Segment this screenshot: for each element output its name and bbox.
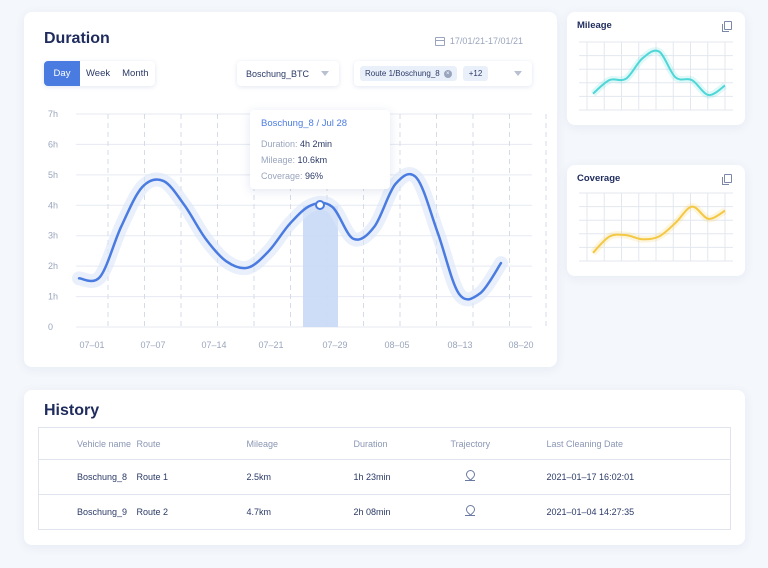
map-pin-icon[interactable] [464,470,475,482]
mileage-cell: 2.5km [246,459,354,495]
y-tick-label: 3h [48,231,58,241]
period-toggle: Day Week Month [44,61,155,86]
date-range-text: 17/01/21-17/01/21 [449,36,523,46]
chevron-down-icon [514,71,522,76]
mileage-sparkline [579,41,733,111]
duration-cell: 2h 08min [353,494,451,530]
route-cell: Route 1 [136,459,247,495]
highlight-band [303,206,338,327]
tooltip-row-mileage: Mileage: 10.6km [261,155,379,165]
trajectory-cell [450,494,547,530]
duration-card: Duration 17/01/21-17/01/21 Day Week Mont… [24,12,557,367]
date-range-picker[interactable]: 17/01/21-17/01/21 [434,36,523,46]
x-tick-label: 07–01 [79,340,104,350]
calendar-icon [434,36,445,46]
chevron-down-icon [321,71,329,76]
column-header: Mileage [246,427,354,460]
route-chip-label: Route 1/Boschung_8 [365,69,440,78]
y-tick-label: 4h [48,200,58,210]
route-select[interactable]: Route 1/Boschung_8 × +12 [354,61,532,86]
chip-remove-icon[interactable]: × [443,69,452,78]
highlight-point [315,200,325,210]
series-line [592,49,726,97]
table-header-row: Vehicle name Route Mileage Duration Traj… [38,427,731,460]
route-chip[interactable]: Route 1/Boschung_8 × [360,66,457,81]
y-tick-label: 6h [48,139,58,149]
x-tick-label: 07–29 [322,340,347,350]
tooltip-key: Duration: [261,139,298,149]
x-tick-label: 07–07 [140,340,165,350]
trajectory-cell [450,459,547,495]
vehicle-select-value: Boschung_BTC [246,68,310,79]
coverage-title: Coverage [577,173,621,184]
tooltip-value: 96% [305,171,324,181]
y-tick-label: 2h [48,261,58,271]
duration-title: Duration [44,30,110,47]
line-glow [590,203,727,256]
duration-series-line [77,172,503,301]
vehicle-select[interactable]: Boschung_BTC [237,61,339,86]
line-glow [590,47,728,99]
copy-icon[interactable] [722,21,732,32]
route-cell: Route 2 [136,494,247,530]
mileage-title: Mileage [577,20,612,31]
tooltip-title: Boschung_8 / Jul 28 [261,118,348,129]
mileage-cell: 4.7km [246,494,354,530]
tooltip-key: Coverage: [261,171,303,181]
x-tick-label: 07–14 [201,340,226,350]
tooltip-value: 4h 2min [300,139,333,149]
tab-month[interactable]: Month [122,68,149,79]
date-cell: 2021–01–17 16:02:01 [546,459,731,495]
tab-week[interactable]: Week [86,68,111,79]
y-tick-label: 0 [48,322,53,332]
history-card: History Vehicle name Route Mileage Durat… [24,390,745,545]
date-cell: 2021–01–04 14:27:35 [546,494,731,530]
vehicle-cell: Boschung_9 [38,494,137,530]
column-header: Last Cleaning Date [546,427,731,460]
tooltip-key: Mileage: [261,155,296,165]
tooltip-row-duration: Duration: 4h 2min [261,139,379,149]
history-title: History [44,402,100,419]
mileage-card: Mileage [567,12,745,125]
column-header: Vehicle name [38,427,137,460]
duration-cell: 1h 23min [353,459,451,495]
x-tick-label: 07–21 [258,340,283,350]
x-tick-label: 08–20 [508,340,533,350]
y-tick-label: 7h [48,109,58,119]
table-row[interactable]: Boschung_9 Route 2 4.7km 2h 08min 2021–0… [38,494,731,530]
column-header: Trajectory [450,427,547,460]
copy-icon[interactable] [722,174,732,185]
x-tick-label: 08–05 [384,340,409,350]
coverage-card: Coverage [567,165,745,276]
map-pin-icon[interactable] [464,505,475,517]
chart-tooltip: Boschung_8 / Jul 28 Duration: 4h 2min Mi… [250,110,390,189]
x-tick-label: 08–13 [447,340,472,350]
series-line [592,205,726,254]
tab-day[interactable]: Day [44,61,80,86]
table-row[interactable]: Boschung_8 Route 1 2.5km 1h 23min 2021–0… [38,459,731,495]
duration-line-chart: 7h 6h 5h 4h 3h 2h 1h 0 07–01 07–07 07–14 07–21 07–29… [48,109,547,350]
tooltip-row-coverage: Coverage: 96% [261,171,379,181]
route-more-chip: +12 [462,66,489,81]
coverage-sparkline [579,192,733,262]
y-tick-label: 5h [48,170,58,180]
y-tick-label: 1h [48,292,58,302]
history-table: Vehicle name Route Mileage Duration Traj… [38,427,731,530]
column-header: Duration [353,427,451,460]
tooltip-value: 10.6km [297,155,328,165]
column-header: Route [136,427,247,460]
vehicle-cell: Boschung_8 [38,459,137,495]
